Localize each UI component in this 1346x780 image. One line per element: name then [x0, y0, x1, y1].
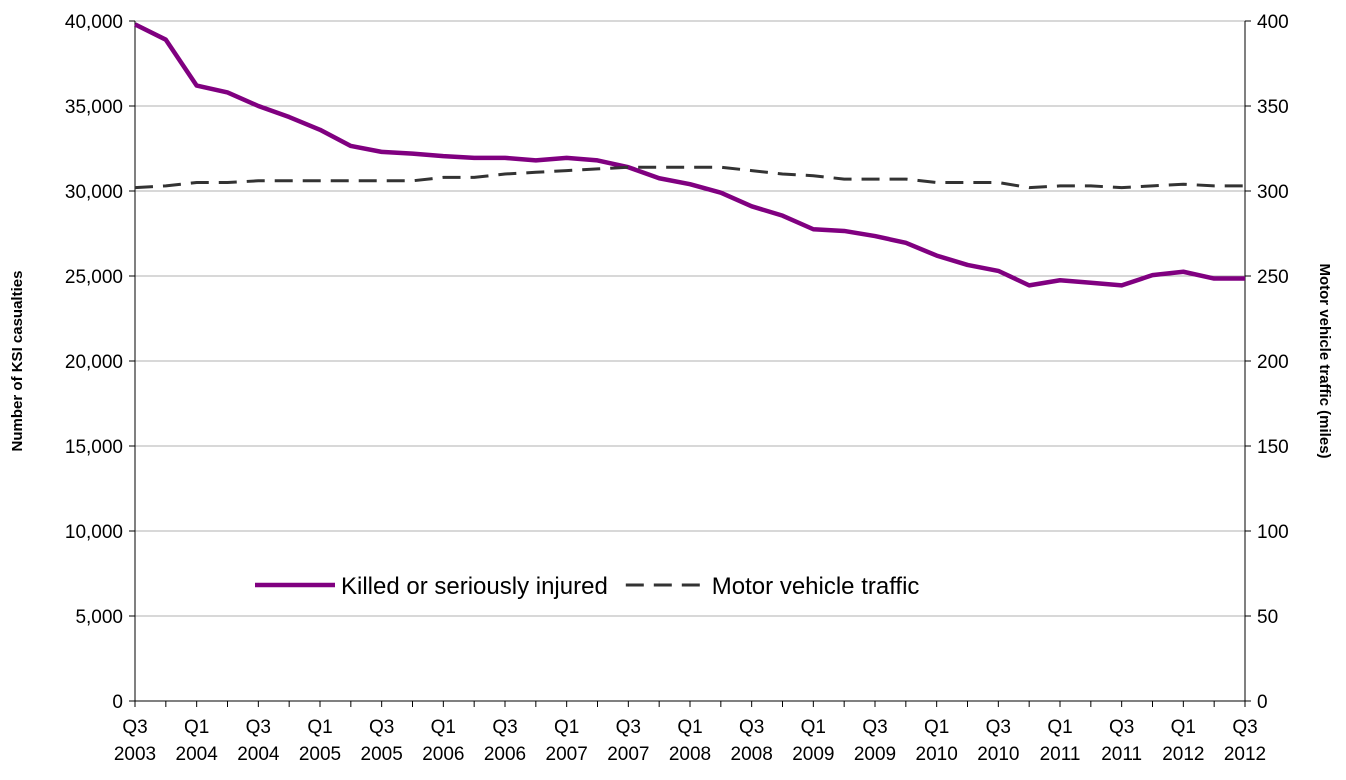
x-tick-label: Q1 2004: [176, 717, 219, 765]
series-line: [133, 22, 1245, 288]
x-tick-label: Q1 2009: [792, 717, 834, 765]
y-tick-label: 25,000: [65, 267, 123, 288]
y-tick-label: 35,000: [65, 97, 123, 118]
x-tick-label: Q3 2007: [607, 717, 649, 765]
x-tick-label: Q3 2006: [484, 717, 526, 765]
x-tick-label: Q1 2006: [422, 717, 464, 765]
x-tick-label: Q1 2012: [1162, 717, 1204, 765]
legend-label: Motor vehicle traffic: [712, 573, 920, 600]
x-tick-label: Q3 2011: [1101, 717, 1142, 765]
series-line: [134, 165, 1245, 190]
x-tick-label: Q3 2012: [1224, 717, 1266, 765]
y2-tick-label: 150: [1257, 437, 1289, 458]
y2-tick-label: 250: [1257, 267, 1289, 288]
x-tick-label: Q1 2005: [299, 717, 341, 765]
x-tick-label: Q3 2004: [237, 717, 280, 765]
y2-tick-label: 200: [1257, 352, 1289, 373]
y2-tick-label: 300: [1257, 182, 1289, 203]
x-tick-label: Q1 2011: [1040, 717, 1081, 765]
y-tick-label: 20,000: [65, 352, 123, 373]
x-tick-label: Q1 2008: [669, 717, 711, 765]
x-tick-label: Q3 2009: [854, 717, 896, 765]
y-tick-label: 0: [112, 692, 123, 713]
x-tick-label: Q3 2008: [731, 717, 773, 765]
y-tick-label: 5,000: [75, 607, 123, 628]
y2-axis-title: Motor vehicle traffic (miles): [1316, 263, 1333, 458]
y2-tick-label: 50: [1257, 607, 1278, 628]
x-tick-label: Q1 2010: [916, 717, 958, 765]
y2-tick-label: 100: [1257, 522, 1289, 543]
y-tick-label: 15,000: [65, 437, 123, 458]
y-tick-label: 30,000: [65, 182, 123, 203]
y2-tick-label: 350: [1257, 97, 1289, 118]
y2-tick-label: 400: [1257, 12, 1289, 33]
x-tick-label: Q3 2005: [361, 717, 403, 765]
y2-tick-label: 0: [1257, 692, 1268, 713]
legend-label: Killed or seriously injured: [341, 573, 608, 600]
x-tick-label: Q3 2003: [114, 717, 156, 765]
y-tick-label: 10,000: [65, 522, 123, 543]
x-tick-label: Q1 2007: [546, 717, 588, 765]
y-axis-title: Number of KSI casualties: [9, 271, 26, 452]
x-tick-label: Q3 2010: [977, 717, 1019, 765]
y-tick-label: 40,000: [65, 12, 123, 33]
